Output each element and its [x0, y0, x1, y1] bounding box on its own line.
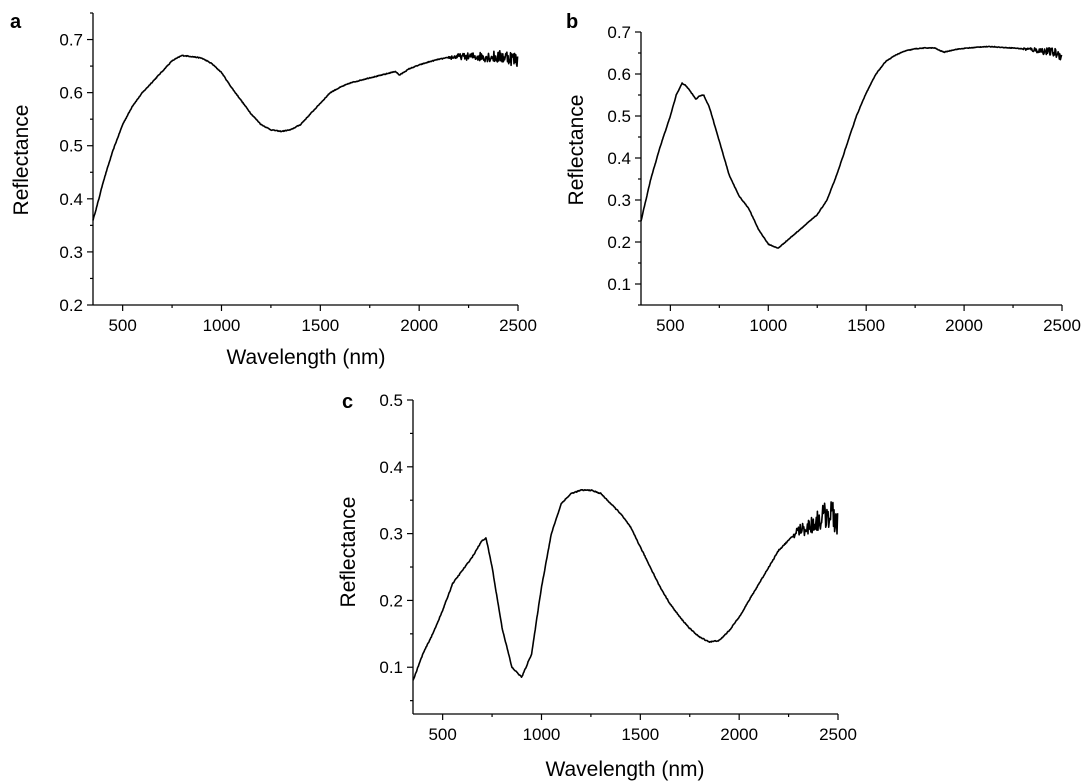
y-tick-label: 0.4 — [379, 458, 403, 477]
panel-b: 500 1000 1500 2000 2500 0.1 0.2 0.3 0.4 0.5 0.6 0.7… — [565, 11, 1081, 335]
y-tick-label: 0.2 — [607, 233, 631, 252]
x-tick-label: 500 — [656, 316, 684, 335]
panel-c: 500 1000 1500 2000 2500 0.1 0.2 0.3 0.4 0.5 Wavele… — [337, 391, 857, 781]
x-tick-label: 2500 — [1043, 316, 1081, 335]
y-tick-label: 0.6 — [59, 84, 83, 103]
y-axis-label: Reflectance — [10, 105, 33, 216]
y-tick-label: 0.2 — [59, 296, 83, 315]
x-tick-label: 2000 — [945, 316, 983, 335]
y-tick-label: 0.4 — [59, 190, 83, 209]
reflectance-spectrum-line — [93, 51, 518, 221]
y-tick-label: 0.5 — [379, 391, 403, 410]
y-tick-label: 0.5 — [607, 107, 631, 126]
x-tick-label: 1000 — [749, 316, 787, 335]
y-tick-label: 0.7 — [59, 31, 83, 50]
x-axis-label: Wavelength (nm) — [545, 758, 704, 781]
reflectance-spectrum-line — [413, 490, 838, 681]
x-tick-label: 1000 — [523, 725, 561, 744]
y-tick-label: 0.3 — [607, 191, 631, 210]
x-tick-label: 2000 — [720, 725, 758, 744]
y-tick-label: 0.3 — [59, 243, 83, 262]
x-tick-label: 2500 — [819, 725, 857, 744]
y-tick-label: 0.6 — [607, 65, 631, 84]
panel-label: b — [566, 11, 578, 33]
x-tick-label: 500 — [108, 316, 136, 335]
x-tick-label: 1000 — [203, 316, 241, 335]
x-tick-label: 1500 — [621, 725, 659, 744]
x-tick-label: 2000 — [400, 316, 438, 335]
y-tick-label: 0.1 — [607, 275, 631, 294]
x-tick-label: 2500 — [499, 316, 537, 335]
panel-a: 500 1000 1500 2000 2500 0.2 0.3 0.4 0.5 0.6 0.7 Wav… — [10, 11, 537, 369]
x-tick-label: 500 — [428, 725, 456, 744]
y-axis-label: Reflectance — [337, 497, 360, 608]
y-tick-label: 0.1 — [379, 658, 403, 677]
y-tick-label: 0.4 — [607, 149, 631, 168]
y-tick-label: 0.5 — [59, 137, 83, 156]
x-axis-label: Wavelength (nm) — [226, 346, 385, 369]
y-tick-label: 0.2 — [379, 591, 403, 610]
x-tick-label: 1500 — [301, 316, 339, 335]
y-tick-label: 0.3 — [379, 525, 403, 544]
x-tick-label: 1500 — [847, 316, 885, 335]
y-axis-label: Reflectance — [565, 95, 588, 206]
y-tick-label: 0.7 — [607, 23, 631, 42]
panel-label: c — [342, 391, 353, 413]
reflectance-spectrum-line — [641, 46, 1062, 248]
panel-label: a — [10, 11, 22, 33]
